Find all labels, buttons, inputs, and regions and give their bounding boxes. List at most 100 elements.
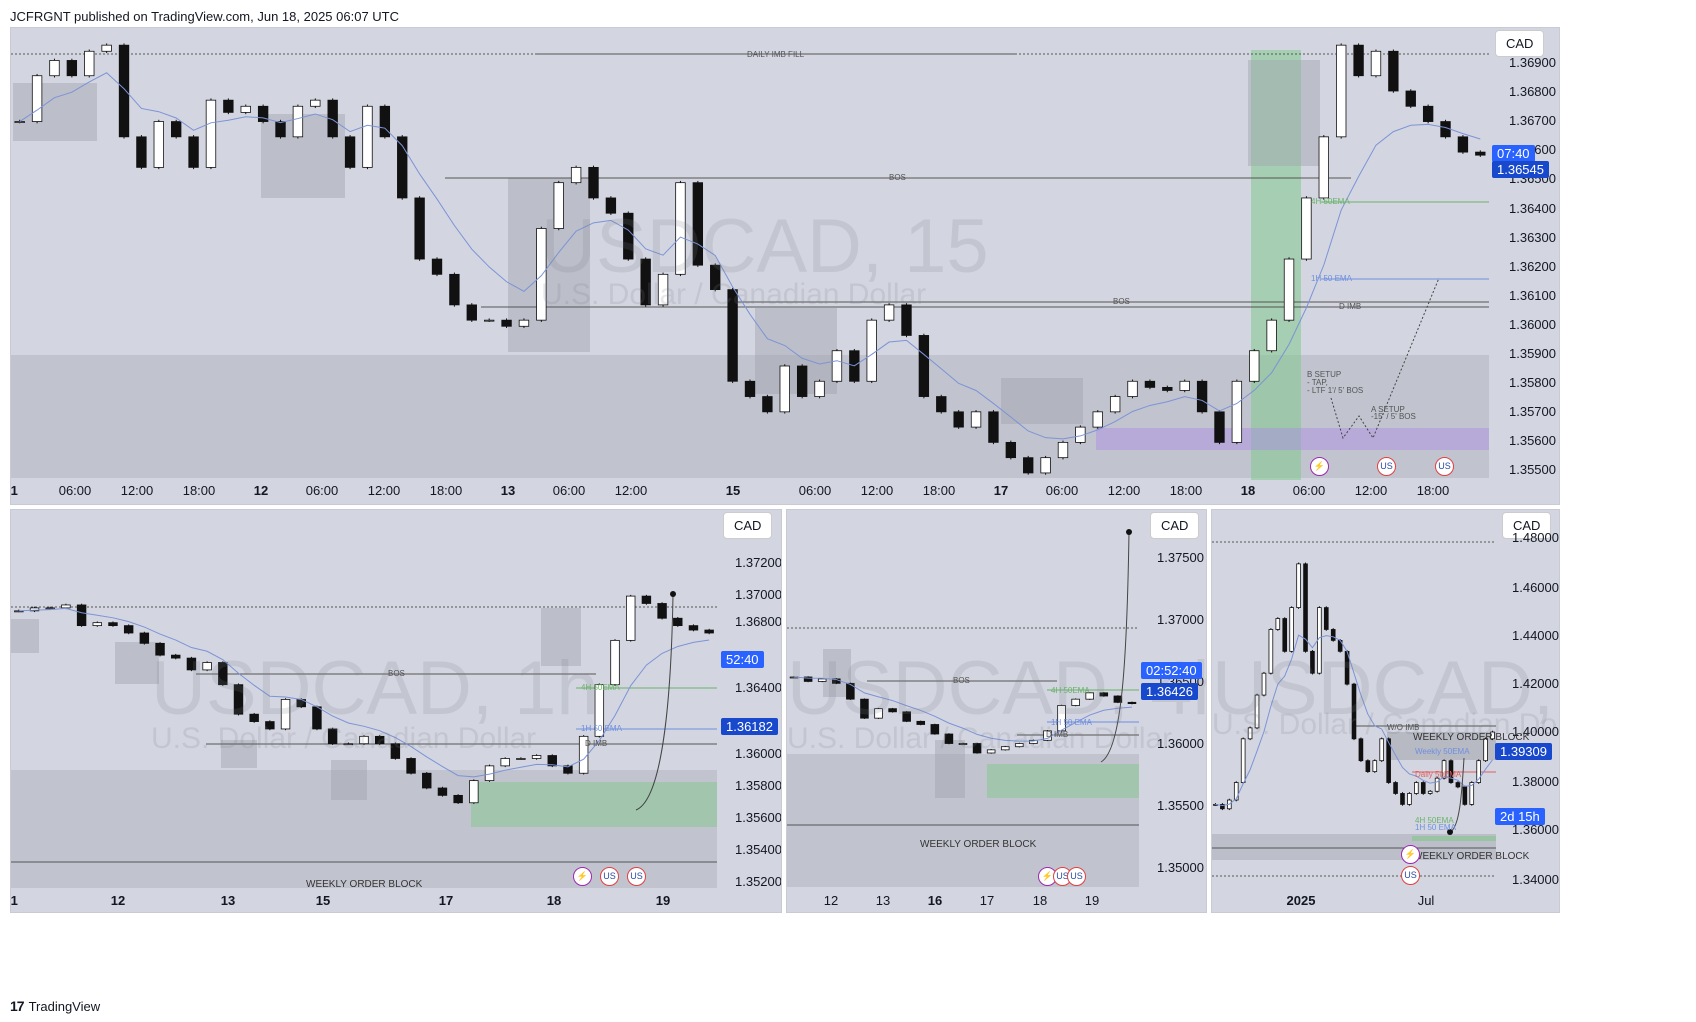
candle-body-main-79 [1388, 50, 1399, 92]
annotation-4h-50ema-4h: 4H 50EMA [1051, 686, 1090, 695]
candle-body-p1w-10 [1282, 618, 1288, 652]
annotation-4h-50ema: 4H 50EMA [1311, 197, 1350, 206]
candle-body-p1w-39 [1483, 738, 1488, 762]
candle-body-p4h-11 [944, 733, 954, 744]
candle-body-main-68 [1196, 380, 1208, 413]
candle-body-p1w-30 [1420, 782, 1426, 794]
lightning-event-icon[interactable]: ⚡ [1310, 457, 1329, 476]
price-tick-p1w-4: 1.40000 [1512, 724, 1559, 739]
price-tick-p1w-1: 1.46000 [1512, 580, 1559, 595]
currency-button-1w[interactable]: CAD [1502, 512, 1552, 539]
price-tick-p1w-5: 1.38000 [1512, 774, 1559, 789]
candle-body-main-37 [657, 273, 669, 306]
candle-body-p1h-28 [453, 794, 463, 804]
candle-body-main-49 [866, 319, 877, 382]
candle-body-main-41 [727, 289, 738, 382]
candle-body-main-52 [918, 335, 930, 397]
candle-body-p1w-20 [1351, 683, 1357, 740]
time-tick-main-14: 18:00 [922, 483, 956, 498]
candle-body-p1w-4 [1240, 738, 1246, 783]
candle-body-p1h-21 [343, 743, 354, 746]
candle-body-p4h-24 [1127, 701, 1137, 704]
candle-body-main-29 [518, 319, 530, 327]
candle-body-p1w-27 [1400, 793, 1405, 805]
candle-body-main-27 [483, 319, 495, 322]
candle-body-main-70 [1231, 380, 1243, 443]
price-tick-main-11: 1.35800 [1509, 375, 1556, 391]
candle-body-main-34 [605, 197, 617, 214]
annotation-1h-50ema-1w: 1H 50 EMA [1415, 823, 1456, 832]
candle-body-main-69 [1214, 411, 1225, 443]
candle-body-main-31 [553, 182, 564, 229]
candle-body-main-72 [1266, 319, 1277, 352]
candle-body-p1h-20 [327, 728, 338, 745]
price-tick-p1w-6: 1.36000 [1512, 822, 1559, 837]
candle-body-p4h-9 [916, 720, 926, 725]
candle-body-main-55 [970, 411, 982, 428]
candle-body-p1h-6 [108, 622, 118, 627]
candle-body-p1h-3 [61, 604, 71, 609]
us-flag-event-icon-4h-2[interactable]: US [1067, 867, 1086, 886]
price-tick-p4h-3: 1.36000 [1157, 736, 1204, 751]
candle-body-p1h-15 [249, 713, 259, 722]
annotation-1h-50ema-4h: 1H 50 EMA [1051, 718, 1092, 727]
current-price-label-1h: 1.36182 [721, 718, 778, 735]
candle-body-main-39 [692, 182, 704, 266]
us-flag-event-icon-1h[interactable]: US [600, 867, 619, 886]
candle-body-main-19 [344, 136, 356, 168]
candle-body-main-84 [1475, 151, 1486, 156]
price-tick-main-9: 1.36000 [1509, 316, 1556, 332]
candle-body-main-60 [1057, 441, 1069, 459]
tradingview-footer: 17 TradingView [10, 998, 100, 1014]
annotation-4h-50ema-1w: 4H 50EMA [1415, 816, 1454, 825]
candle-body-main-40 [710, 264, 721, 291]
time-tick-main-20: 06:00 [1292, 483, 1326, 498]
lightning-event-icon-1h[interactable]: ⚡ [573, 867, 592, 886]
candle-body-p4h-12 [958, 743, 968, 745]
candle-body-p1w-17 [1330, 629, 1336, 641]
candle-body-p4h-13 [972, 743, 982, 754]
us-flag-event-icon-1h-2[interactable]: US [627, 867, 646, 886]
time-tick-main-0: 11 [10, 483, 18, 498]
annotation-daily-50ema-1w: Daily 50EMA [1415, 770, 1462, 779]
price-tick-p1w-3: 1.42000 [1512, 676, 1559, 691]
chart-panel-1w[interactable]: USDCAD, 1W U.S. Dollar / Canadian Dollar… [1211, 509, 1560, 913]
candle-body-p1h-27 [437, 787, 448, 796]
ema-line-p1h [18, 607, 710, 778]
candle-body-p1h-31 [500, 758, 510, 767]
chart-canvas-15m[interactable] [11, 28, 1559, 504]
price-tick-p1h-4: 1.36000 [735, 746, 782, 761]
zone-main-6 [755, 308, 837, 394]
chart-panel-15m[interactable]: USDCAD, 15 U.S. Dollar / Canadian Dollar… [10, 27, 1560, 505]
lightning-event-icon-1w[interactable]: ⚡ [1401, 845, 1420, 864]
chart-canvas-4h[interactable] [787, 510, 1206, 912]
currency-button-1h[interactable]: CAD [723, 512, 773, 539]
us-flag-event-icon-1w[interactable]: US [1401, 866, 1420, 885]
time-tick-main-9: 06:00 [552, 483, 586, 498]
candle-body-p1h-34 [547, 755, 557, 767]
candle-body-p1h-39 [625, 595, 636, 641]
us-flag-event-icon[interactable]: US [1377, 457, 1396, 476]
price-tick-main-13: 1.35600 [1509, 433, 1556, 449]
candle-body-main-25 [449, 273, 460, 306]
candle-body-main-15 [275, 121, 286, 138]
zone-main-8 [1248, 60, 1320, 166]
us-flag-event-icon-2[interactable]: US [1435, 457, 1454, 476]
price-tick-main-12: 1.35700 [1509, 404, 1556, 420]
chart-panel-1h[interactable]: USDCAD, 1h U.S. Dollar / Canadian Dollar… [10, 509, 782, 913]
candle-body-p4h-10 [930, 724, 940, 735]
candle-body-main-10 [188, 136, 199, 168]
chart-canvas-1h[interactable] [11, 510, 781, 912]
candle-body-main-82 [1440, 121, 1451, 138]
currency-button-15m[interactable]: CAD [1495, 30, 1545, 57]
time-tick-p1h-3: 15 [315, 893, 331, 908]
candle-body-p1h-35 [563, 765, 573, 774]
candle-body-main-58 [1023, 457, 1034, 474]
zone-p4h-1 [987, 764, 1139, 798]
candle-body-p1w-8 [1268, 629, 1274, 674]
time-tick-main-1: 06:00 [58, 483, 92, 498]
currency-button-4h[interactable]: CAD [1150, 512, 1200, 539]
candle-body-main-24 [431, 258, 443, 275]
chart-canvas-1w[interactable] [1212, 510, 1559, 912]
chart-panel-4h[interactable]: USDCAD, 4h U.S. Dollar / Canadian Dollar… [786, 509, 1207, 913]
